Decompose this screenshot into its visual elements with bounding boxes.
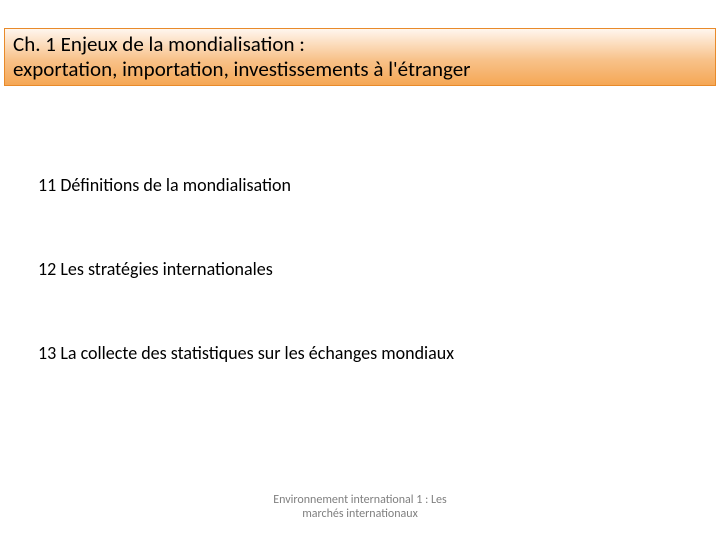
chapter-title-line1: Ch. 1 Enjeux de la mondialisation : <box>13 32 707 57</box>
chapter-title-line2: exportation, importation, investissement… <box>13 57 707 82</box>
footer-line1: Environnement international 1 : Les <box>0 494 720 508</box>
chapter-title-box: Ch. 1 Enjeux de la mondialisation : expo… <box>4 28 716 86</box>
outline-item-13: 13 La collecte des statistiques sur les … <box>38 342 678 364</box>
slide-footer: Environnement international 1 : Les marc… <box>0 494 720 522</box>
outline-item-12: 12 Les stratégies internationales <box>38 258 678 280</box>
footer-line2: marchés internationaux <box>0 508 720 522</box>
outline-item-11: 11 Définitions de la mondialisation <box>38 174 678 196</box>
